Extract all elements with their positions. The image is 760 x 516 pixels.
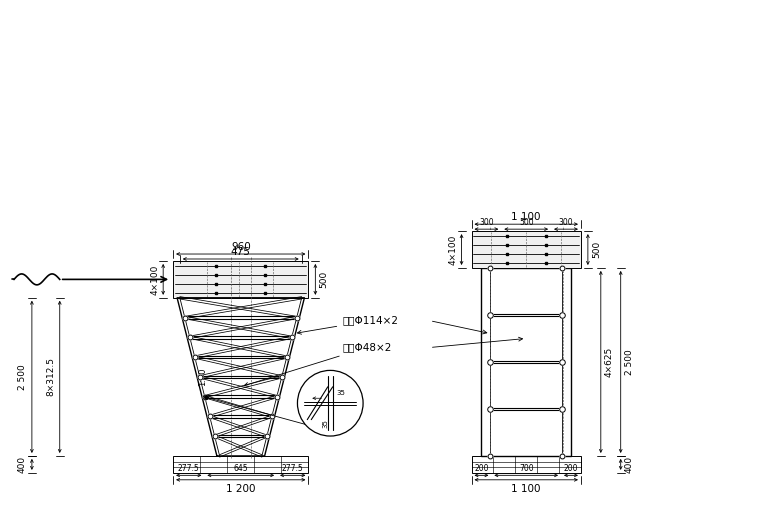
- Text: 645: 645: [233, 464, 248, 473]
- Text: 1 100: 1 100: [511, 484, 541, 494]
- Text: 960: 960: [231, 241, 251, 251]
- Bar: [173, 261, 309, 298]
- Text: 35: 35: [322, 418, 328, 428]
- Text: 1 200: 1 200: [226, 484, 255, 494]
- Text: 500: 500: [519, 218, 534, 227]
- Text: 4×100: 4×100: [448, 234, 458, 265]
- Text: 200: 200: [564, 464, 578, 473]
- Bar: [481, 268, 571, 456]
- Text: 1 100: 1 100: [511, 212, 541, 222]
- Text: 35: 35: [336, 390, 345, 396]
- Bar: [471, 456, 581, 473]
- Text: 500: 500: [319, 271, 328, 288]
- Text: 2 500: 2 500: [625, 349, 634, 375]
- Circle shape: [297, 370, 363, 436]
- Text: 700: 700: [519, 464, 534, 473]
- Text: 300: 300: [479, 218, 494, 227]
- Text: 277.5: 277.5: [282, 464, 304, 473]
- Text: 4×625: 4×625: [605, 347, 614, 377]
- Text: 475: 475: [231, 247, 251, 256]
- Text: 8×312.5: 8×312.5: [47, 358, 55, 396]
- Text: 200: 200: [474, 464, 489, 473]
- Text: 277.5: 277.5: [178, 464, 200, 473]
- Text: 500: 500: [592, 241, 601, 258]
- Text: 400: 400: [18, 456, 27, 473]
- Text: 缀管Φ48×2: 缀管Φ48×2: [244, 343, 391, 386]
- Text: 1:40: 1:40: [198, 367, 207, 386]
- Text: 4×100: 4×100: [150, 264, 159, 295]
- Bar: [471, 231, 581, 268]
- Text: 300: 300: [559, 218, 573, 227]
- Text: 2 500: 2 500: [18, 364, 27, 390]
- Text: 400: 400: [625, 456, 634, 473]
- Bar: [173, 456, 309, 473]
- Text: 柱肢Φ114×2: 柱肢Φ114×2: [297, 316, 398, 334]
